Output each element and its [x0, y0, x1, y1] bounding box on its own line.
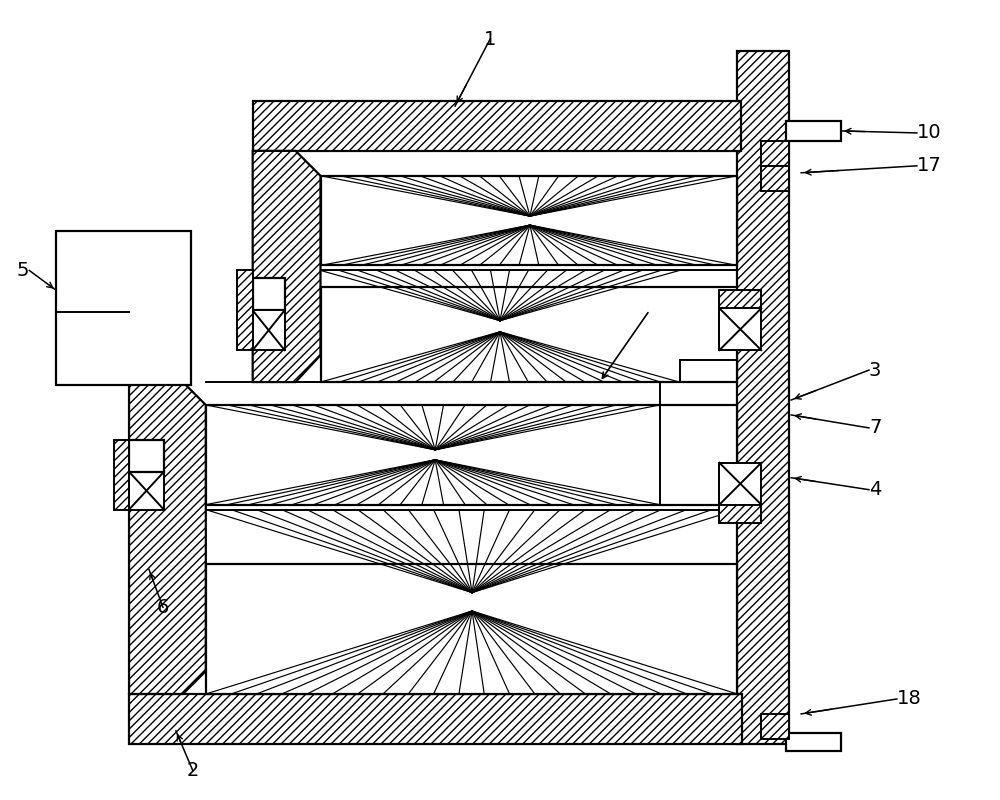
- Bar: [761, 166, 789, 190]
- Bar: [719, 308, 761, 350]
- Bar: [56, 230, 191, 385]
- Text: 2: 2: [187, 762, 199, 780]
- Bar: [320, 176, 737, 266]
- Bar: [320, 287, 737, 382]
- Bar: [237, 270, 253, 350]
- Polygon shape: [129, 382, 206, 694]
- Text: 3: 3: [869, 361, 881, 380]
- Text: 5: 5: [17, 261, 29, 280]
- Bar: [253, 101, 741, 151]
- Bar: [129, 440, 164, 472]
- Text: 7: 7: [869, 418, 881, 438]
- Bar: [253, 310, 285, 350]
- Bar: [253, 278, 285, 310]
- Text: 17: 17: [917, 156, 942, 175]
- Bar: [719, 505, 761, 522]
- Bar: [761, 714, 789, 739]
- Polygon shape: [253, 151, 320, 382]
- Bar: [114, 440, 129, 510]
- Bar: [129, 472, 164, 510]
- Bar: [719, 290, 761, 308]
- Bar: [129, 694, 742, 744]
- Bar: [761, 141, 789, 166]
- Bar: [786, 733, 841, 750]
- Bar: [786, 121, 841, 141]
- Text: 6: 6: [157, 598, 169, 617]
- Bar: [206, 405, 737, 505]
- Text: 4: 4: [869, 480, 881, 499]
- Text: 10: 10: [917, 123, 941, 142]
- Bar: [737, 51, 789, 744]
- Text: 1: 1: [484, 30, 496, 49]
- Bar: [719, 462, 761, 505]
- Bar: [206, 565, 737, 694]
- Text: 18: 18: [897, 690, 922, 709]
